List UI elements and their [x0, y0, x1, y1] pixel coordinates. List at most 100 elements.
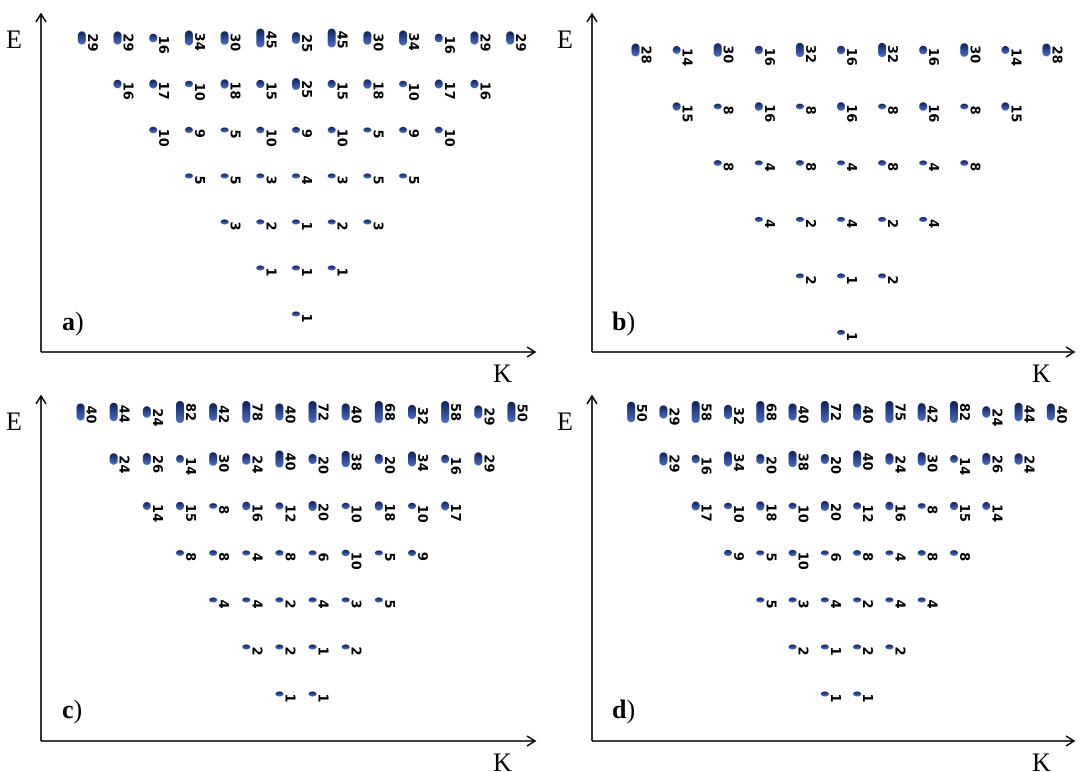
point-value-label: 3	[348, 600, 363, 609]
point-value-label: 2	[262, 222, 277, 231]
data-point: 10	[408, 502, 429, 523]
data-point: 8	[795, 103, 817, 115]
point-value-label: 29	[480, 454, 495, 472]
data-point: 40	[788, 403, 810, 424]
point-marker	[950, 501, 958, 511]
point-marker	[1001, 46, 1010, 54]
point-marker	[374, 501, 383, 511]
point-value-label: 15	[262, 82, 277, 100]
point-value-label: 2	[334, 222, 349, 231]
point-marker	[434, 79, 443, 89]
point-marker	[327, 79, 336, 89]
point-value-label: 32	[414, 407, 429, 425]
data-point: 14	[982, 502, 1003, 522]
point-value-label: 4	[248, 600, 263, 609]
point-marker	[327, 265, 336, 271]
data-point: 17	[149, 79, 170, 100]
point-value-label: 5	[762, 553, 777, 562]
point-value-label: 8	[215, 505, 230, 514]
data-point: 2	[885, 644, 906, 656]
data-point: 2	[788, 644, 810, 656]
point-value-label: 1	[262, 268, 277, 277]
point-value-label: 29	[120, 33, 135, 51]
data-point: 26	[982, 452, 1003, 473]
point-marker	[341, 644, 350, 650]
data-point: 5	[220, 173, 242, 185]
point-marker	[256, 219, 265, 225]
point-value-label: 10	[262, 129, 277, 147]
panel-label: d)	[612, 695, 635, 724]
point-value-label: 15	[334, 82, 349, 100]
point-marker	[434, 126, 443, 134]
point-value-label: 15	[956, 504, 971, 522]
point-marker	[470, 31, 479, 45]
data-point: 14	[672, 46, 694, 66]
data-point: 4	[754, 217, 776, 228]
point-marker	[724, 549, 732, 557]
point-marker	[184, 173, 193, 179]
data-point: 30	[960, 43, 981, 63]
point-value-label: 45	[334, 31, 349, 49]
data-point: 15	[256, 79, 277, 100]
data-point: 8	[209, 503, 230, 514]
point-marker	[220, 219, 229, 225]
point-value-label: 4	[925, 163, 940, 172]
data-point: 1	[837, 273, 858, 285]
point-marker	[220, 31, 229, 45]
data-point: 5	[374, 550, 396, 562]
point-marker	[672, 102, 681, 111]
point-marker	[142, 406, 151, 418]
data-point: 5	[184, 173, 206, 185]
data-point: 30	[220, 31, 242, 51]
point-value-label: 24	[116, 455, 131, 473]
point-marker	[292, 265, 300, 271]
data-point: 24	[1014, 453, 1036, 473]
point-value-label: 24	[988, 408, 1003, 426]
point-value-label: 20	[315, 456, 330, 474]
point-value-label: 20	[827, 456, 842, 474]
point-value-label: 68	[381, 403, 396, 421]
data-point: 8	[176, 550, 197, 561]
point-value-label: 2	[884, 219, 899, 228]
point-value-label: 2	[859, 600, 874, 609]
point-marker	[820, 550, 829, 556]
point-value-label: 20	[762, 456, 777, 474]
point-value-label: 2	[859, 647, 874, 656]
point-marker	[275, 644, 284, 650]
data-point: 34	[408, 451, 429, 472]
x-axis-arrow	[1065, 735, 1076, 747]
point-value-label: 10	[348, 505, 363, 523]
data-point: 9	[292, 126, 313, 138]
point-value-label: 1	[859, 694, 874, 703]
data-point: 20	[820, 454, 842, 474]
x-axis-arrow	[526, 735, 537, 747]
data-point: 8	[713, 103, 735, 115]
data-point: 4	[885, 597, 906, 609]
point-value-label: 4	[843, 219, 858, 228]
point-value-label: 14	[679, 48, 694, 66]
data-point: 38	[788, 450, 810, 471]
point-marker	[275, 691, 284, 697]
point-value-label: 29	[84, 33, 99, 51]
point-value-label: 40	[795, 406, 810, 424]
point-value-label: 16	[698, 457, 713, 475]
data-point: 20	[820, 501, 842, 521]
point-marker	[374, 401, 383, 423]
point-value-label: 30	[924, 454, 939, 472]
data-point: 12	[853, 502, 874, 522]
point-value-label: 2	[248, 647, 263, 656]
point-marker	[691, 401, 700, 423]
point-value-label: 30	[215, 454, 230, 472]
point-marker	[919, 45, 928, 55]
data-point: 2	[853, 644, 874, 656]
point-marker	[754, 217, 763, 222]
point-marker	[209, 597, 218, 603]
point-marker	[917, 550, 926, 556]
point-marker	[1042, 43, 1051, 57]
y-axis-arrow	[586, 12, 598, 23]
data-point: 8	[960, 160, 981, 171]
data-point: 15	[176, 501, 197, 522]
data-point: 15	[327, 79, 349, 100]
point-value-label: 68	[762, 403, 777, 421]
point-value-label: 8	[281, 552, 296, 561]
